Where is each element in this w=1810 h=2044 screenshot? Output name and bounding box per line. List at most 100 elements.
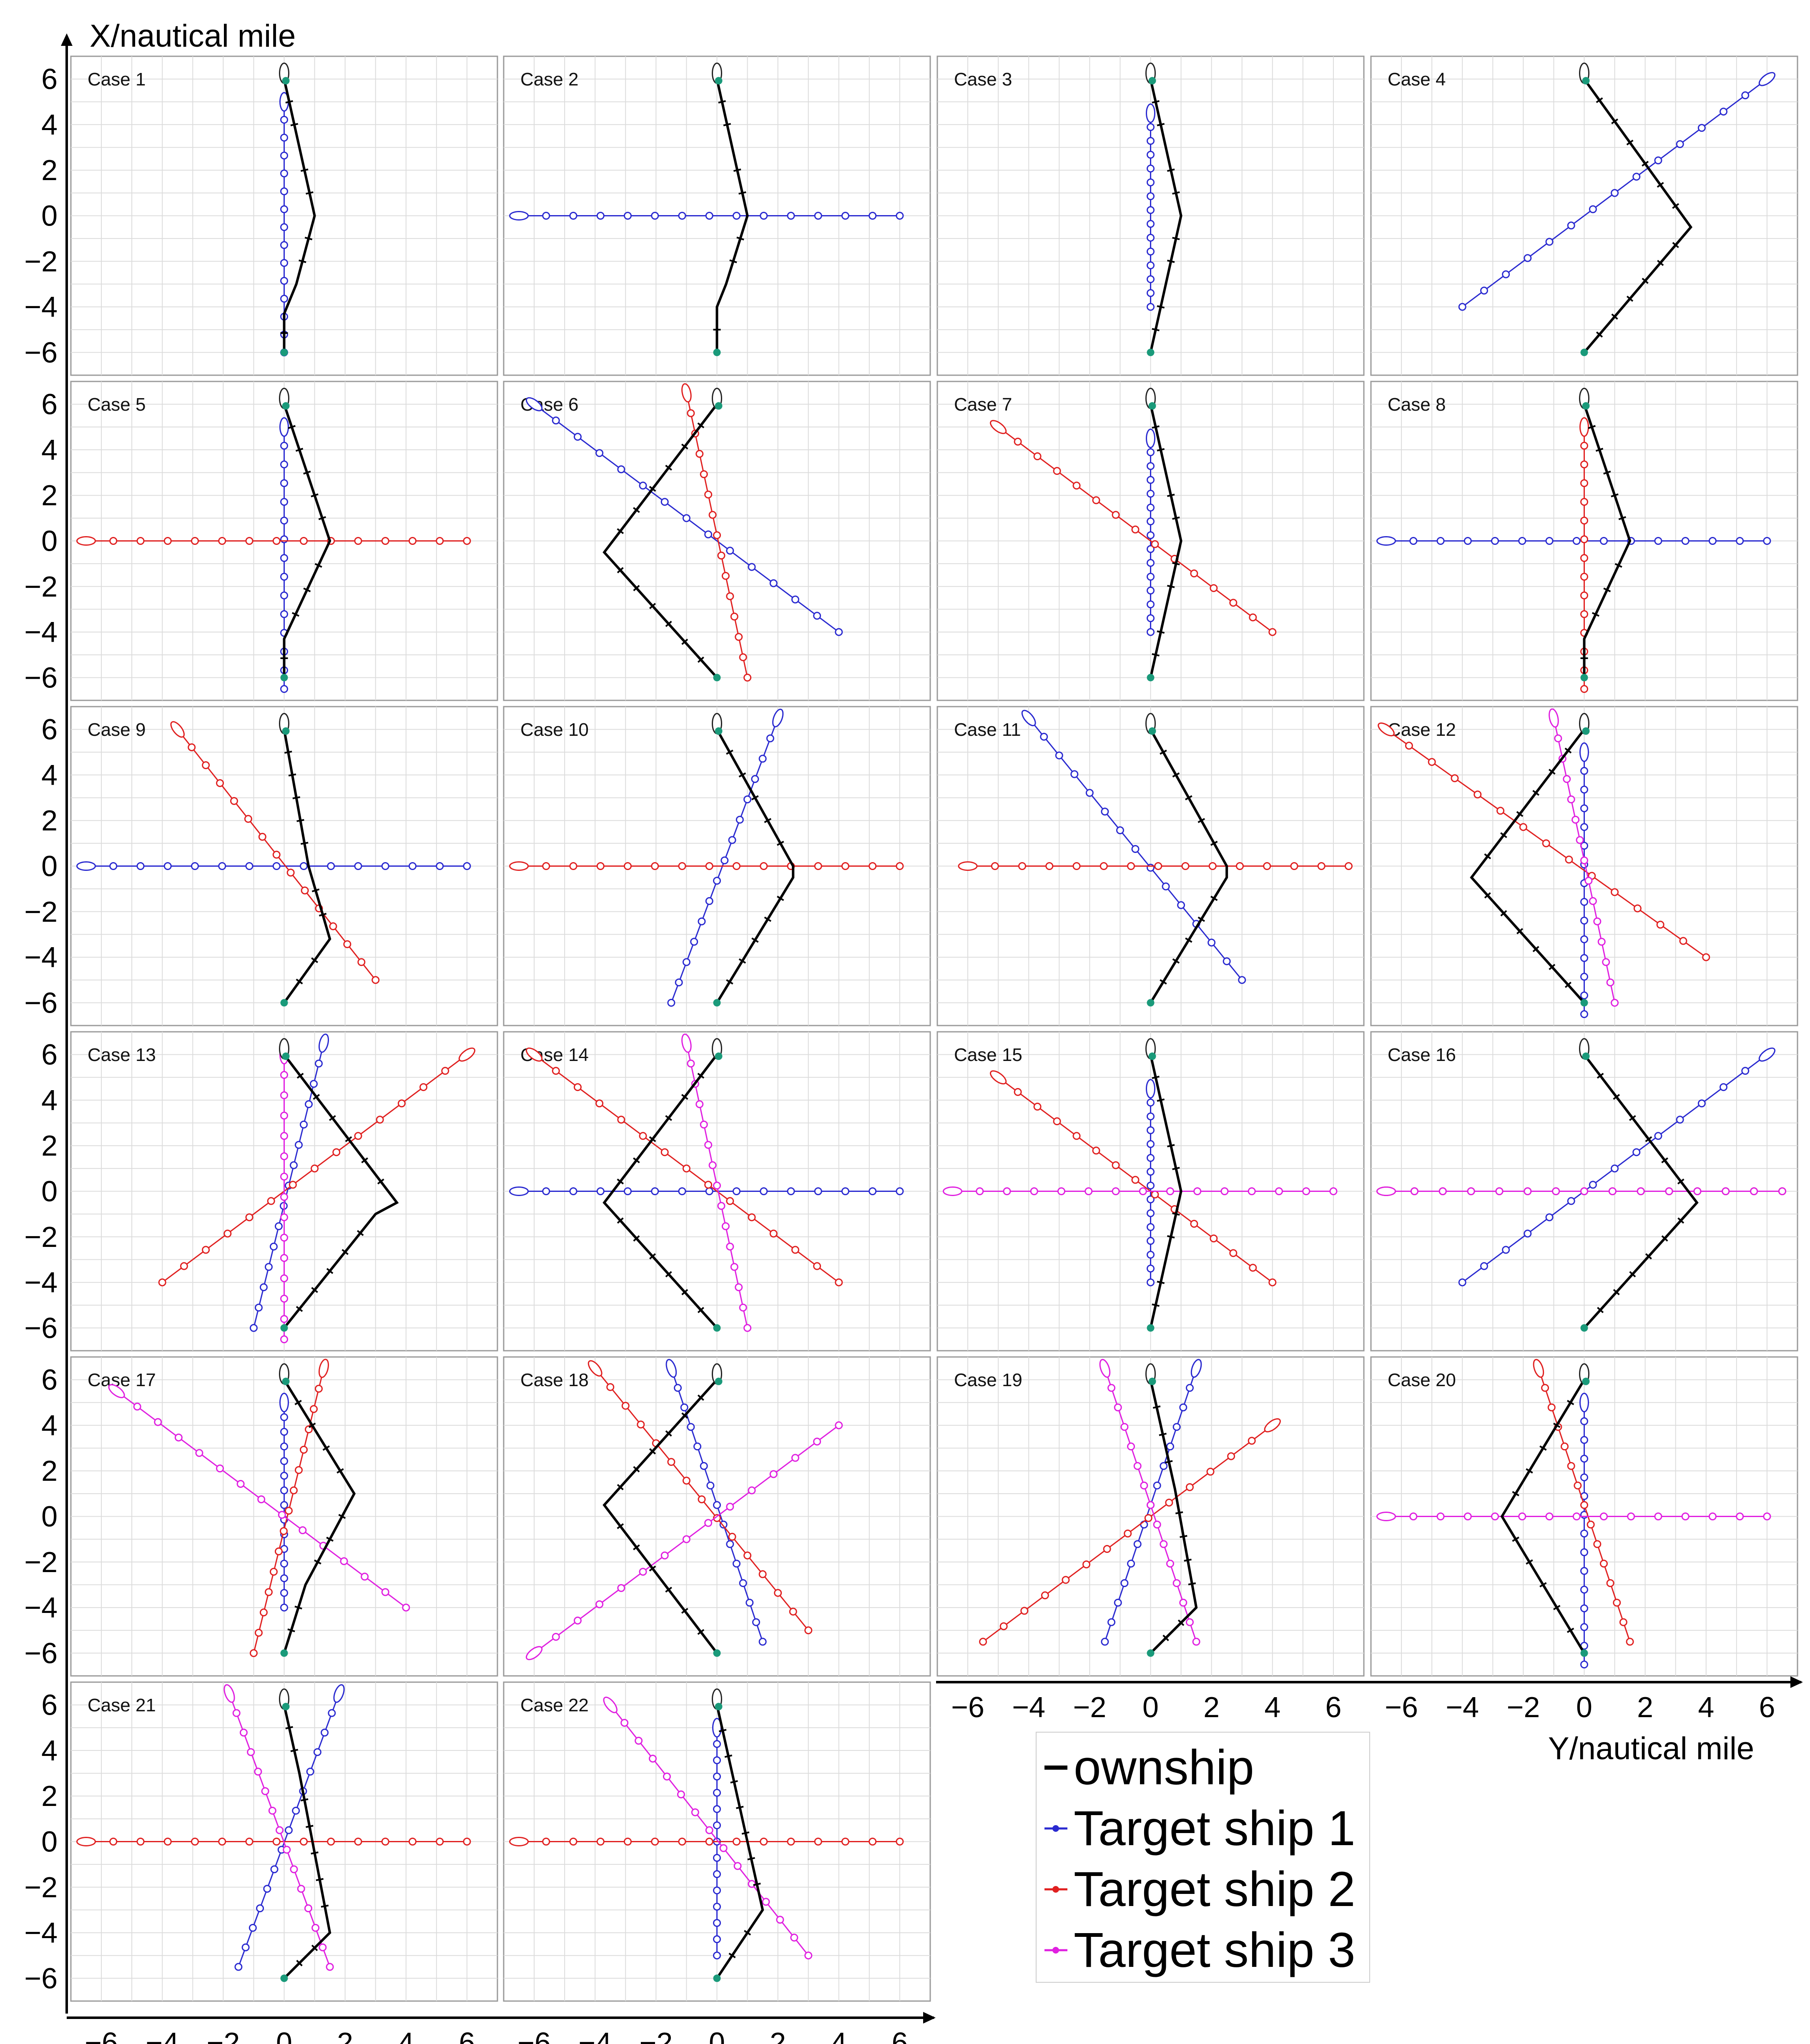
ownship-tick — [300, 1798, 309, 1801]
target_ship_1-point — [1166, 1442, 1174, 1451]
target_ship_1-point — [292, 1806, 300, 1815]
target_ship_1-point — [748, 563, 756, 571]
ownship-tick — [1677, 1217, 1684, 1224]
ownship-tick — [633, 1544, 640, 1550]
ownship-tick — [1157, 448, 1165, 451]
target_ship_1-point — [1580, 898, 1588, 906]
target_ship_2-ship-icon — [1533, 1359, 1544, 1378]
target_ship_2-point — [1165, 1498, 1173, 1507]
ownship-tick — [1645, 1136, 1652, 1142]
y-tick-label: 0 — [41, 1500, 58, 1533]
target_ship_1-point — [1741, 91, 1750, 100]
target_ship_3-point — [326, 1963, 334, 1971]
x-tick-label: −2 — [1073, 1691, 1106, 1723]
target_ship_2-point — [1580, 460, 1588, 469]
ownship-tick — [1152, 1076, 1160, 1079]
case-label: Case 5 — [88, 394, 146, 415]
ownship-tick — [1613, 1289, 1620, 1295]
target_ship_3-point — [726, 1502, 734, 1511]
ownship-tick — [1152, 328, 1160, 331]
ownship-track — [715, 78, 749, 353]
ownship-tick — [1614, 563, 1622, 568]
ownship-tick — [1185, 795, 1192, 800]
target_ship_3-point — [1567, 795, 1575, 803]
target_ship_3-point — [1220, 1187, 1229, 1195]
target_ship_1-point — [1147, 1195, 1155, 1204]
case-panel: Case 2 — [503, 55, 931, 376]
target_ship_1-point — [289, 1161, 298, 1169]
target_ship_3-point — [1112, 1187, 1120, 1195]
ownship-tick — [296, 1960, 303, 1966]
x-tick-label: −2 — [639, 2026, 673, 2044]
ownship-start-marker — [1582, 1377, 1590, 1385]
ownship-tick — [309, 1422, 316, 1428]
target_ship_1-point — [328, 1709, 336, 1717]
target_ship_1-point — [109, 862, 118, 870]
target_ship_1-point — [1697, 1099, 1706, 1108]
x-axis-arrow — [923, 2012, 936, 2024]
target_ship_2-point — [301, 886, 309, 895]
target_ship_3-point — [1084, 1187, 1093, 1195]
target_ship_1-point — [280, 115, 288, 124]
target_ship_2-point — [1092, 496, 1100, 504]
target_ship_1-point — [1681, 537, 1690, 545]
ownship-end-marker — [1147, 1649, 1155, 1657]
y-tick-label: −4 — [24, 291, 58, 323]
ownship-end-marker — [1147, 674, 1155, 682]
case-label: Case 21 — [88, 1695, 156, 1715]
target_ship_1-point — [1147, 1209, 1155, 1217]
target_ship_2-point — [841, 1838, 849, 1846]
x-tick-label: 2 — [1637, 1691, 1653, 1723]
case-panel: Case 4 — [1370, 55, 1798, 376]
target_ship_1-point — [1147, 587, 1155, 595]
target_ship_3-point — [1584, 877, 1593, 885]
target_ship_2-point — [254, 1629, 263, 1637]
legend-label: Target ship 2 — [1074, 1862, 1356, 1917]
target_ship_2-point — [1033, 452, 1042, 461]
target_ship_2-point — [1317, 862, 1325, 870]
case-panel: Case 13 — [70, 1031, 498, 1352]
ownship-start-marker — [282, 402, 290, 410]
target_ship_2-point — [813, 1262, 821, 1270]
target_ship_3-point — [573, 1616, 582, 1625]
target_ship_2-point — [1154, 862, 1162, 870]
target_ship_2-point — [1033, 1103, 1042, 1111]
x-tick-label: 6 — [1325, 1691, 1341, 1723]
target_ship_1-point — [1114, 1598, 1122, 1607]
target_ship_2-point — [202, 761, 210, 770]
ownship-tick — [1197, 916, 1205, 922]
ownship-tick — [747, 1857, 755, 1861]
target_ship_1-point — [713, 1805, 721, 1813]
target_ship_3-point — [713, 1181, 721, 1190]
target_ship_2-point — [332, 1148, 341, 1156]
ownship-tick — [311, 888, 320, 893]
ownship-tick — [1526, 1468, 1533, 1474]
target_ship_2-point — [1580, 591, 1588, 599]
target_ship_1-point — [1147, 1168, 1155, 1176]
target_ship_1-point — [596, 212, 605, 220]
target_ship_3-point — [340, 1557, 348, 1565]
target_ship_1-point — [1147, 476, 1155, 484]
target_ship_2-point — [1249, 613, 1257, 622]
ownship-track — [602, 1379, 718, 1654]
target_ship_2-point — [436, 1838, 444, 1846]
target_ship_3-point — [1599, 1512, 1608, 1520]
x-tick-label: −4 — [1012, 1691, 1045, 1723]
target_ship_2-point — [1580, 517, 1588, 525]
target_ship_2-point — [441, 1067, 449, 1075]
target_ship_3-point — [730, 1263, 738, 1271]
target_ship_1-point — [1763, 537, 1771, 545]
target_ship_1-point — [736, 815, 744, 824]
ownship-track — [602, 403, 718, 679]
y-tick-label: −2 — [24, 1546, 58, 1578]
ownship-tick — [1210, 840, 1218, 846]
y-tick-label: −4 — [24, 1916, 58, 1949]
target_ship_2-point — [245, 1213, 254, 1221]
ownship-tick — [633, 1157, 640, 1164]
ownship-start-marker — [1582, 1052, 1590, 1060]
case-label: Case 19 — [954, 1370, 1022, 1390]
target_ship_2-point — [726, 592, 734, 600]
target_ship_3-point — [1179, 1598, 1187, 1607]
target_ship_1-point — [1147, 1237, 1155, 1245]
ownship-tick — [1516, 811, 1524, 817]
